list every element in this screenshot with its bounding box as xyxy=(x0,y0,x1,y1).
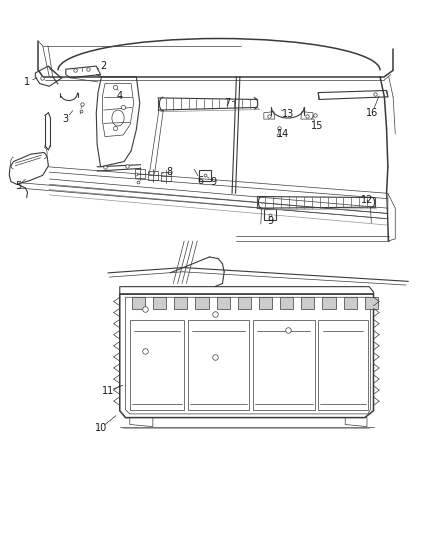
Text: 15: 15 xyxy=(311,121,323,131)
Polygon shape xyxy=(153,297,166,309)
Polygon shape xyxy=(259,297,272,309)
Polygon shape xyxy=(280,297,293,309)
Text: 3: 3 xyxy=(63,114,69,124)
Text: 12: 12 xyxy=(361,195,373,205)
Polygon shape xyxy=(174,297,187,309)
Polygon shape xyxy=(217,297,230,309)
Polygon shape xyxy=(132,297,145,309)
Polygon shape xyxy=(322,297,336,309)
Text: 8: 8 xyxy=(166,167,172,177)
Text: 2: 2 xyxy=(101,61,107,71)
Polygon shape xyxy=(344,297,357,309)
Text: 13: 13 xyxy=(282,109,294,119)
Text: 10: 10 xyxy=(95,423,107,433)
Polygon shape xyxy=(301,297,314,309)
Text: 11: 11 xyxy=(102,386,114,396)
Polygon shape xyxy=(238,297,251,309)
Text: 5: 5 xyxy=(15,181,21,191)
Text: 1: 1 xyxy=(25,77,31,87)
Polygon shape xyxy=(365,297,378,309)
Text: 9: 9 xyxy=(267,216,273,227)
Text: 14: 14 xyxy=(277,129,290,139)
Text: 16: 16 xyxy=(366,108,378,118)
Text: 4: 4 xyxy=(117,91,123,101)
Text: 9: 9 xyxy=(211,176,217,187)
Text: 7: 7 xyxy=(224,98,230,108)
Polygon shape xyxy=(195,297,208,309)
Text: 6: 6 xyxy=(198,175,204,185)
